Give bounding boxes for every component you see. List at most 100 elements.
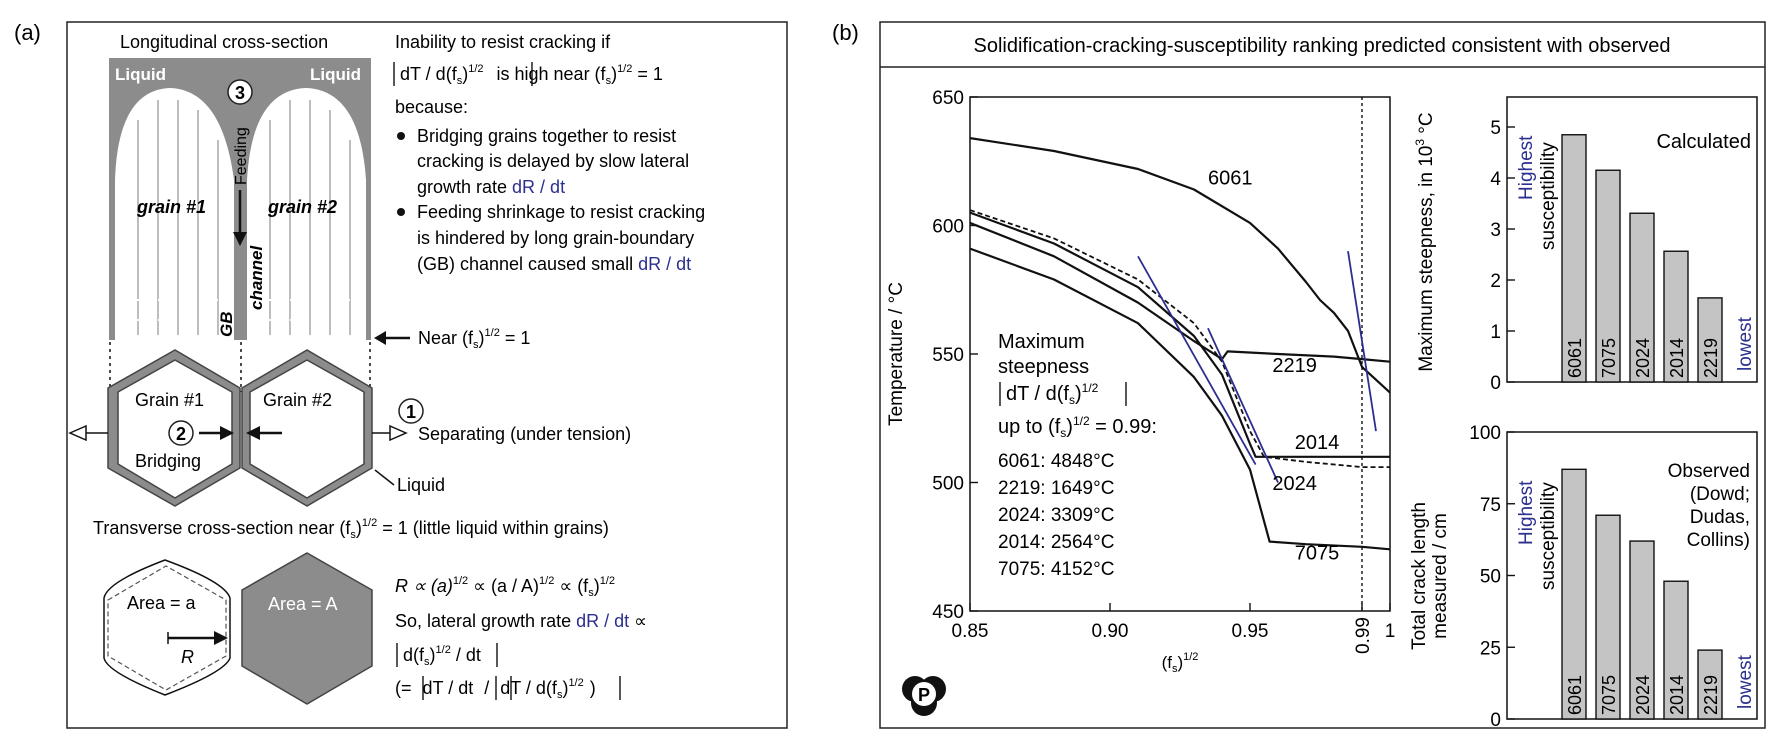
- calc-bar-label-7075: 7075: [1599, 338, 1619, 378]
- calc-lowest-label: lowest: [1735, 316, 1756, 371]
- calc-bar-2014: [1663, 250, 1689, 383]
- obs-bar-6061: [1561, 468, 1587, 720]
- line-chart-xlabel: (fs)1/2: [1162, 651, 1199, 675]
- inability-line-1: Inability to resist cracking if: [395, 32, 611, 52]
- obs-bars: 6061 7075 2024 2014 2219: [1561, 468, 1723, 720]
- calc-bar-2219: [1697, 297, 1723, 383]
- xtick-label: 0.90: [1092, 621, 1129, 642]
- small-grain-outline: [103, 559, 231, 696]
- line-chart-xtick-labels: 0.85 0.90 0.95 0.99 1: [952, 617, 1396, 654]
- info-value-6061: 6061: 4848°C: [998, 451, 1114, 472]
- feeding-label: Feeding: [233, 127, 250, 185]
- large-grain-hexagon: [241, 552, 373, 705]
- line-chart-ytick-labels: 650 600 550 500 450: [932, 88, 964, 623]
- ytick-label: 650: [932, 88, 964, 109]
- tangent-lines: [1137, 251, 1377, 483]
- grain-2-dendrite: [247, 88, 366, 340]
- obs-bar-2024: [1629, 540, 1655, 720]
- series-7075-line: [970, 247, 1390, 551]
- longitudinal-title: Longitudinal cross-section: [120, 32, 328, 52]
- marker-1: 1: [406, 402, 416, 422]
- r-label: R: [181, 647, 194, 667]
- line-chart-ylabel: Temperature / °C: [886, 282, 907, 426]
- info-upto: up to (fs)1/2 = 0.99:: [998, 414, 1157, 440]
- ytick-label: 600: [932, 217, 964, 238]
- obs-ytick-label: 75: [1480, 495, 1501, 516]
- bullet-2-line-2: is hindered by long grain-boundary: [417, 228, 694, 248]
- xtick-label: 0.99: [1353, 617, 1374, 654]
- because-label: because:: [395, 97, 468, 117]
- calc-bar-2024: [1629, 212, 1655, 383]
- calc-highest-label: Highest: [1516, 135, 1537, 200]
- bullet-2-line-1: Feeding shrinkage to resist cracking: [417, 202, 705, 222]
- obs-bar-2219: [1697, 649, 1723, 720]
- calc-ytick-label: 2: [1490, 271, 1501, 292]
- bullet-2-dot: [397, 208, 405, 216]
- series-6061-line: [970, 137, 1390, 394]
- obs-title-1: Observed: [1668, 461, 1750, 482]
- near-arrowhead: [374, 331, 386, 345]
- panel-b-label: (b): [832, 20, 859, 45]
- obs-bar-label-2219: 2219: [1701, 675, 1721, 715]
- ratio-abs-bars: [422, 676, 621, 700]
- calc-bars: 6061 7075 2024 2014 2219: [1561, 134, 1723, 383]
- series-label-2014: 2014: [1295, 432, 1340, 454]
- calc-susceptibility-label: susceptibility: [1538, 142, 1559, 250]
- bullet-2-line-3: (GB) channel caused small dR / dt: [417, 254, 691, 274]
- series-label-7075: 7075: [1295, 543, 1340, 565]
- obs-bar-7075: [1595, 514, 1621, 720]
- calc-chart-ticks: 5 4 3 2 1 0: [1490, 118, 1515, 394]
- liquid-bottom-label: Liquid: [397, 475, 445, 495]
- calc-bar-6061: [1561, 134, 1587, 383]
- obs-title-4: Collins): [1687, 530, 1750, 551]
- info-abs: dT / d(fs)1/2: [1006, 381, 1099, 407]
- info-line-2: steepness: [998, 356, 1089, 378]
- near-label: Near (fs)1/2 = 1: [418, 327, 530, 351]
- series-label-6061: 6061: [1208, 167, 1253, 189]
- panel-b-frame: [879, 21, 1766, 729]
- series-label-2219: 2219: [1272, 355, 1317, 377]
- info-value-7075: 7075: 4152°C: [998, 559, 1114, 580]
- area-large-label: Area = A: [268, 594, 338, 614]
- inability-line-2: dT / d(fs)1/2 is high near (fs)1/2 = 1: [400, 63, 663, 87]
- calc-ytick-label: 1: [1490, 322, 1501, 343]
- grain-2-label: Grain #2: [263, 390, 332, 410]
- series-2014-line: [970, 211, 1390, 458]
- obs-ytick-label: 50: [1480, 567, 1501, 588]
- channel-label: channel: [247, 244, 266, 310]
- bridging-arrowhead-left: [220, 426, 234, 440]
- series-label-2024: 2024: [1272, 473, 1317, 495]
- obs-title-2: (Dowd;: [1690, 484, 1750, 505]
- ytick-label: 500: [932, 474, 964, 495]
- gb-label: GB: [217, 312, 236, 338]
- calc-ytick-label: 0: [1490, 373, 1501, 394]
- xtick-label: 0.95: [1232, 621, 1269, 642]
- info-value-2014: 2014: 2564°C: [998, 532, 1114, 553]
- info-line-1: Maximum: [998, 331, 1085, 353]
- liquid-leader: [374, 469, 395, 486]
- calc-bar-7075: [1595, 169, 1621, 383]
- obs-chart-ylabel-2: measured / cm: [1430, 513, 1451, 639]
- calc-bar-label-6061: 6061: [1565, 338, 1585, 378]
- dendrite-side-arms: [116, 299, 365, 321]
- grain-1-label: Grain #1: [135, 390, 204, 410]
- logo-letter: P: [918, 685, 930, 705]
- bullet-1-dot: [397, 132, 405, 140]
- bullet-1-line-3: growth rate dR / dt: [417, 177, 565, 197]
- tangent-line: [1137, 255, 1257, 465]
- calc-chart-title: Calculated: [1656, 131, 1751, 153]
- obs-chart-ticks: 100 75 50 25 0: [1469, 423, 1515, 731]
- banner-text: Solidification-cracking-susceptibility r…: [973, 35, 1670, 57]
- calc-chart-ylabel: Maximum steepness, in 103 °C: [1413, 112, 1437, 371]
- obs-bar-label-7075: 7075: [1599, 675, 1619, 715]
- calc-ytick-label: 4: [1490, 169, 1501, 190]
- info-value-2024: 2024: 3309°C: [998, 505, 1114, 526]
- liquid-right-label: Liquid: [310, 65, 361, 84]
- tangent-line: [1207, 327, 1279, 483]
- separating-arrowhead-right: [389, 424, 408, 442]
- eq-growth-rate: So, lateral growth rate dR / dt ∝: [395, 611, 647, 631]
- r-arrowhead: [214, 631, 228, 645]
- line-series-group: [970, 137, 1390, 551]
- guide-lines: [109, 342, 371, 392]
